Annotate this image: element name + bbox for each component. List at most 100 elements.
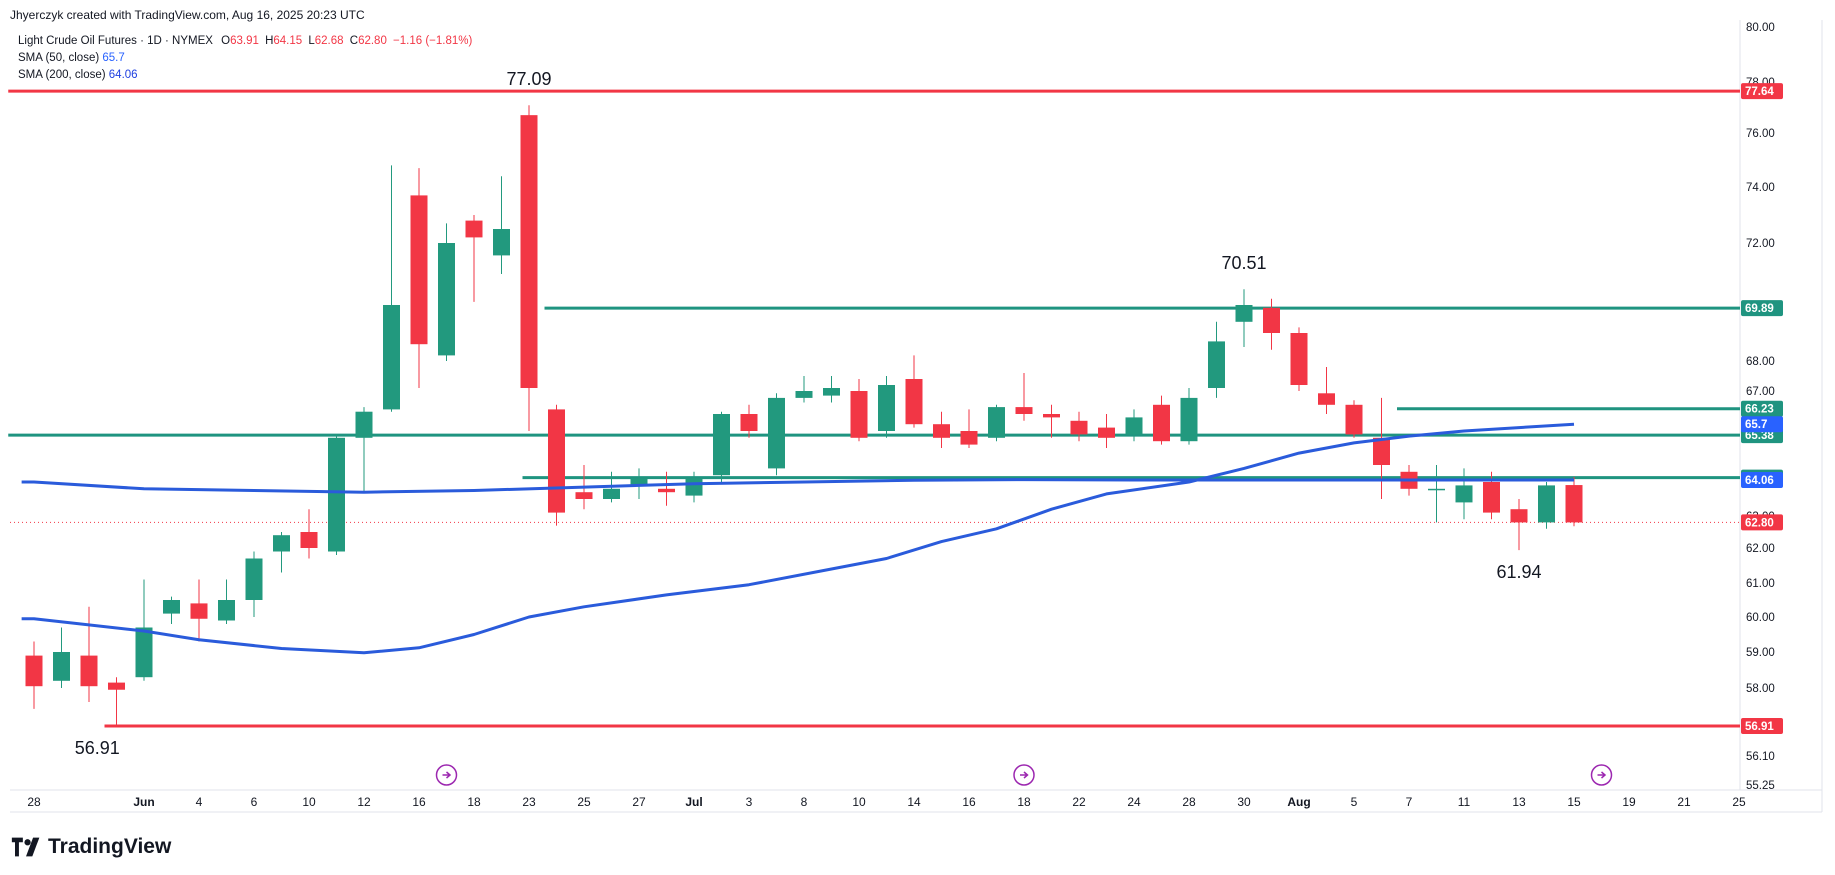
- x-tick-label: 7: [1406, 795, 1413, 809]
- candle-body: [850, 391, 868, 438]
- candle: [878, 376, 895, 438]
- candle: [80, 606, 98, 702]
- candle: [1373, 397, 1390, 499]
- candle: [1428, 465, 1445, 523]
- candle: [1098, 414, 1115, 448]
- levels-layer: [8, 89, 1740, 728]
- ohlc-line: Light Crude Oil Futures · 1D · NYMEX O63…: [18, 33, 472, 50]
- x-tick-label: 10: [852, 795, 866, 809]
- y-tick-label: 60.00: [1746, 612, 1775, 624]
- high-label: H: [265, 35, 274, 47]
- x-tick-label: Jun: [133, 795, 154, 809]
- event-marker-icon: [1013, 764, 1035, 786]
- level-price-tag: [1741, 400, 1783, 417]
- sma50-value: 65.7: [102, 52, 125, 64]
- event-marker-icon: [435, 764, 458, 786]
- price-tag-label: 62.80: [1745, 517, 1774, 529]
- candle: [1070, 411, 1088, 442]
- candle-body: [493, 229, 510, 256]
- open-label: O: [221, 35, 231, 47]
- candle: [163, 596, 180, 624]
- attribution: Jhyerczyk created with TradingView.com, …: [10, 8, 365, 22]
- chart-legend: Light Crude Oil Futures · 1D · NYMEX O63…: [18, 33, 472, 84]
- candle: [1125, 409, 1143, 442]
- high-value: 64.15: [273, 35, 303, 47]
- event-marker-arrow: [1020, 771, 1029, 779]
- candle-body: [630, 478, 648, 486]
- candle-body: [218, 600, 235, 621]
- level-price-tag: [1741, 300, 1783, 317]
- candle-body: [108, 682, 125, 690]
- candle-body: [80, 655, 98, 687]
- labels-layer: 77.6469.8966.2365.3864.1356.9165.764.066…: [75, 69, 1783, 786]
- x-tick-label: 23: [522, 795, 536, 809]
- candle: [933, 411, 950, 448]
- brand-name: TradingView: [48, 835, 172, 858]
- candle-body: [1510, 509, 1528, 523]
- x-tick-label: 28: [1182, 795, 1196, 809]
- candle-body: [878, 385, 895, 431]
- candle: [905, 355, 923, 428]
- candle: [960, 409, 978, 448]
- candle: [658, 471, 675, 506]
- candle: [328, 434, 345, 555]
- x-tick-label: 11: [1458, 795, 1471, 809]
- y-tick-label: 72.00: [1746, 238, 1775, 250]
- x-tick-label: 6: [251, 795, 258, 809]
- candle-body: [465, 220, 483, 238]
- candle-body: [1455, 485, 1473, 503]
- candle-body: [548, 409, 565, 513]
- event-marker-arrow: [1597, 771, 1607, 779]
- y-tick-label: 74.00: [1746, 182, 1775, 194]
- candle-body: [1565, 485, 1583, 523]
- price-annotation: 56.91: [75, 738, 120, 758]
- tradingview-logo[interactable]: TradingView: [10, 835, 171, 859]
- candle: [300, 509, 318, 559]
- level-price-tag-label: 56.91: [1745, 721, 1774, 733]
- x-tick-label: 28: [27, 795, 41, 809]
- level-price-tag: [1741, 718, 1783, 734]
- price-annotation: 61.94: [1496, 562, 1541, 582]
- candle: [1208, 321, 1225, 398]
- candle: [1043, 404, 1060, 438]
- x-tick-label: 30: [1237, 795, 1251, 809]
- y-tick-label: 67.00: [1746, 386, 1775, 398]
- x-tick-label: 13: [1512, 795, 1526, 809]
- candle-body: [575, 492, 593, 499]
- price-annotation: 70.51: [1221, 253, 1266, 273]
- candle: [25, 641, 43, 709]
- candle: [465, 215, 483, 302]
- candle-body: [1015, 407, 1033, 414]
- candle: [795, 376, 813, 403]
- y-tick-label: 62.00: [1746, 543, 1775, 555]
- candle-body: [988, 407, 1005, 438]
- candle-body: [658, 488, 675, 493]
- candle: [823, 376, 840, 403]
- level-price-tag-label: 65.38: [1745, 430, 1774, 442]
- x-tick-label: 18: [467, 795, 481, 809]
- x-tick-label: 12: [357, 795, 371, 809]
- candle-body: [190, 603, 208, 619]
- candle-body: [933, 424, 950, 438]
- candle-body: [1098, 427, 1115, 438]
- candle: [768, 393, 785, 476]
- candles-layer: [25, 105, 1583, 726]
- candle: [1510, 499, 1528, 551]
- candle: [190, 579, 208, 642]
- candle-body: [713, 414, 730, 476]
- candle-body: [135, 627, 153, 678]
- candle-body: [1290, 333, 1308, 385]
- level-price-tag-label: 77.64: [1745, 86, 1774, 98]
- candle: [1015, 373, 1033, 421]
- candle: [273, 532, 290, 573]
- x-tick-label: 22: [1072, 795, 1086, 809]
- candle-body: [1345, 404, 1363, 435]
- candle: [1538, 482, 1555, 529]
- candle-body: [1070, 420, 1088, 435]
- x-tick-label: 8: [801, 795, 808, 809]
- x-tick-label: 3: [746, 795, 753, 809]
- candle: [850, 379, 868, 442]
- x-tick-label: 10: [302, 795, 316, 809]
- x-tick-label: 15: [1567, 795, 1581, 809]
